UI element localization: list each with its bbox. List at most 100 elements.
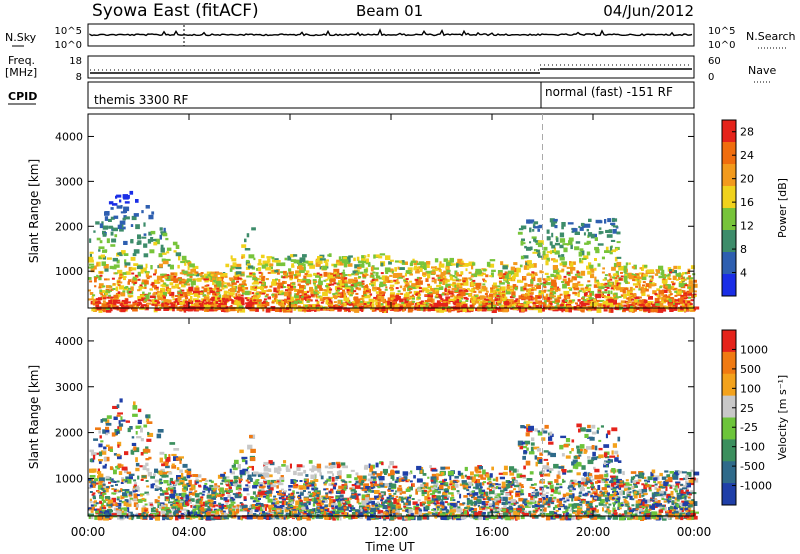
scatter-cell xyxy=(117,299,121,302)
scatter-cell xyxy=(201,298,205,303)
scatter-cell xyxy=(328,483,333,486)
scatter-cell xyxy=(210,274,214,277)
scatter-cell xyxy=(170,302,173,305)
scatter-cell xyxy=(403,301,409,305)
scatter-cell xyxy=(524,308,528,312)
scatter-cell xyxy=(274,294,278,298)
scatter-cell xyxy=(546,305,550,308)
scatter-cell xyxy=(482,283,486,286)
scatter-cell xyxy=(252,276,258,281)
scatter-cell xyxy=(319,297,324,302)
scatter-cell xyxy=(587,270,592,275)
scatter-cell xyxy=(630,479,633,483)
scatter-cell xyxy=(543,300,547,306)
scatter-cell xyxy=(121,275,127,278)
scatter-cell xyxy=(116,205,123,209)
scatter-cell xyxy=(154,284,157,290)
scatter-cell xyxy=(328,476,332,479)
scatter-cell xyxy=(513,272,519,277)
scatter-cell xyxy=(288,485,293,488)
scatter-cell xyxy=(672,305,676,308)
scatter-cell xyxy=(207,489,211,494)
scatter-cell xyxy=(623,265,628,270)
scatter-cell xyxy=(156,295,160,298)
scatter-cell xyxy=(303,308,307,312)
scatter-cell xyxy=(379,299,385,302)
scatter-cell xyxy=(160,244,164,250)
scatter-cell xyxy=(174,295,178,297)
scatter-cell xyxy=(569,451,572,454)
scatter-cell xyxy=(231,516,237,519)
scatter-cell xyxy=(380,510,384,514)
scatter-cell xyxy=(663,276,667,279)
scatter-cell xyxy=(98,286,102,289)
scatter-cell xyxy=(90,301,94,305)
scatter-cell xyxy=(618,278,622,281)
scatter-cell xyxy=(375,302,378,306)
scatter-cell xyxy=(125,476,130,481)
scatter-cell xyxy=(533,221,539,225)
scatter-cell xyxy=(195,273,200,277)
scatter-cell xyxy=(124,286,128,289)
scatter-cell xyxy=(472,279,476,282)
scatter-cell xyxy=(115,286,119,292)
scatter-cell xyxy=(586,428,592,433)
scatter-cell xyxy=(270,307,273,312)
scatter-cell xyxy=(135,224,140,230)
scatter-cell xyxy=(132,253,137,257)
scatter-cell xyxy=(591,424,596,429)
scatter-cell xyxy=(135,199,139,203)
scatter-cell xyxy=(302,278,306,282)
scatter-cell xyxy=(405,278,409,281)
scatter-cell xyxy=(427,285,432,289)
scatter-cell xyxy=(267,498,273,503)
scatter-cell xyxy=(138,301,142,304)
scatter-cell xyxy=(545,297,551,303)
scatter-cell xyxy=(537,242,543,248)
scatter-cell xyxy=(566,305,572,310)
scatter-cell xyxy=(188,286,194,292)
scatter-cell xyxy=(374,299,378,302)
scatter-cell xyxy=(547,304,552,307)
scatter-cell xyxy=(299,257,306,262)
scatter-cell xyxy=(510,484,513,488)
scatter-cell xyxy=(289,308,292,312)
scatter-cell xyxy=(143,424,148,428)
scatter-cell xyxy=(385,272,389,274)
scatter-cell xyxy=(462,280,469,286)
scatter-cell xyxy=(312,279,317,282)
scatter-cell xyxy=(559,238,566,243)
scatter-cell xyxy=(607,294,611,296)
scatter-cell xyxy=(336,282,340,285)
scatter-cell xyxy=(123,196,128,199)
scatter-cell xyxy=(618,277,622,280)
scatter-cell xyxy=(680,495,684,500)
scatter-cell xyxy=(297,259,303,265)
scatter-cell xyxy=(93,230,96,233)
scatter-cell xyxy=(350,289,354,292)
scatter-cell xyxy=(594,276,597,282)
scatter-cell xyxy=(241,303,245,306)
scatter-cell xyxy=(582,296,586,299)
scatter-cell xyxy=(599,299,605,303)
scatter-cell xyxy=(609,475,616,478)
scatter-cell xyxy=(380,262,384,267)
scatter-cell xyxy=(137,296,142,301)
scatter-cell xyxy=(221,307,226,312)
scatter-cell xyxy=(549,241,553,246)
scatter-cell xyxy=(404,284,408,288)
scatter-cell xyxy=(419,280,423,285)
scatter-cell xyxy=(535,242,540,245)
scatter-cell xyxy=(673,304,676,307)
scatter-cell xyxy=(354,264,360,269)
scatter-cell xyxy=(356,282,360,285)
scatter-cell xyxy=(638,272,642,275)
scatter-cell xyxy=(177,298,180,302)
scatter-cell xyxy=(169,442,176,445)
scatter-cell xyxy=(287,255,292,261)
scatter-cell xyxy=(601,271,605,274)
scatter-cell xyxy=(277,282,283,287)
scatter-cell xyxy=(128,291,132,294)
scatter-cell xyxy=(633,494,638,499)
scatter-cell xyxy=(102,418,108,422)
